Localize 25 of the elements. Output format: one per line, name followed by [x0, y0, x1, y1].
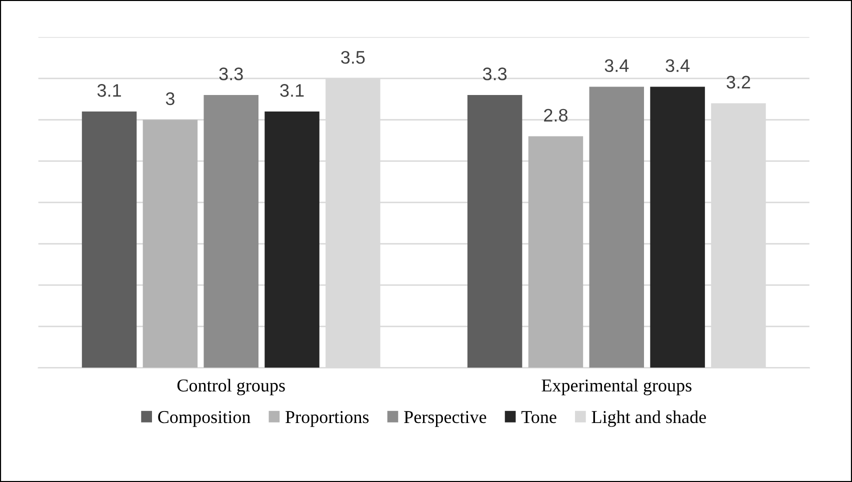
bar: [528, 136, 584, 368]
bar: [467, 94, 522, 368]
data-label: 2.8: [544, 108, 568, 122]
legend-label: Perspective: [404, 411, 486, 427]
data-label: 3.1: [280, 84, 304, 97]
data-label: 3.5: [341, 50, 365, 64]
data-label: 3.4: [666, 59, 690, 72]
x-tick-label: Control groups: [177, 378, 285, 396]
x-tick-label: Experimental groups: [542, 378, 692, 396]
data-label: 3.3: [219, 68, 243, 80]
bar: [264, 112, 320, 368]
data-label: 3.2: [726, 76, 750, 89]
legend-label: Light and shade: [592, 410, 706, 427]
legend-label: Tone: [521, 411, 556, 424]
legend-label: Composition: [158, 411, 250, 427]
data-label: 3: [166, 92, 174, 106]
data-label: 3.4: [604, 59, 629, 72]
bar: [650, 86, 705, 368]
bar: [142, 120, 198, 368]
legend-label: Proportions: [286, 411, 369, 427]
data-label: 3.1: [97, 84, 121, 97]
data-label: 3.3: [482, 68, 507, 80]
bar: [82, 112, 137, 368]
bar: [589, 86, 644, 368]
bar: [204, 94, 258, 368]
